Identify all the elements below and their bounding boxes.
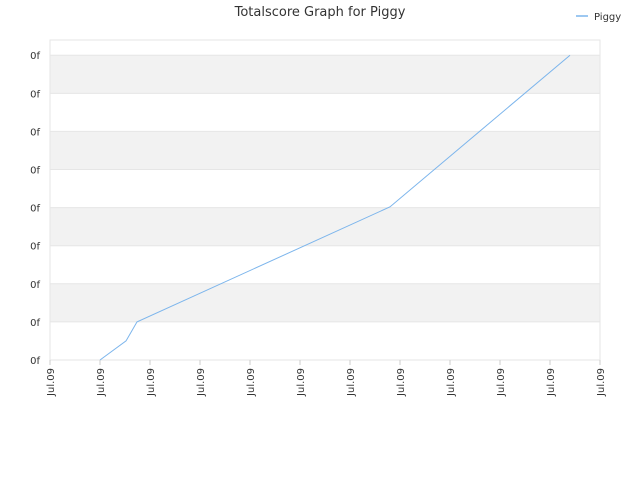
x-tick-label: Jul.09 [296, 368, 307, 397]
x-tick-label: Jul.09 [546, 368, 557, 397]
legend-label: Piggy [594, 12, 621, 23]
plot-band [50, 131, 600, 170]
y-tick-label: 0f [30, 127, 40, 138]
x-tick-label: Jul.09 [46, 368, 57, 397]
x-tick-label: Jul.09 [496, 368, 507, 397]
plot-band [50, 207, 600, 246]
y-tick-label: 0f [30, 356, 40, 367]
x-tick-label: Jul.09 [246, 368, 257, 397]
y-tick-label: 0f [30, 51, 40, 62]
plot-band [50, 283, 600, 322]
plot-band [50, 55, 600, 94]
x-tick-label: Jul.09 [596, 368, 607, 397]
x-tick-label: Jul.09 [446, 368, 457, 397]
plot-border [49, 39, 601, 361]
y-tick-label: 0f [30, 242, 40, 253]
x-tick-label: Jul.09 [346, 368, 357, 397]
x-tick-label: Jul.09 [96, 368, 107, 397]
y-tick-label: 0f [30, 280, 40, 291]
y-tick-label: 0f [30, 166, 40, 177]
x-tick-label: Jul.09 [146, 368, 157, 397]
y-tick-label: 0f [30, 89, 40, 100]
x-tick-label: Jul.09 [396, 368, 407, 397]
data-line [99, 54, 571, 361]
chart-title: Totalscore Graph for Piggy [234, 5, 406, 20]
y-tick-label: 0f [30, 318, 40, 329]
y-tick-label: 0f [30, 204, 40, 215]
x-tick-label: Jul.09 [196, 368, 207, 397]
